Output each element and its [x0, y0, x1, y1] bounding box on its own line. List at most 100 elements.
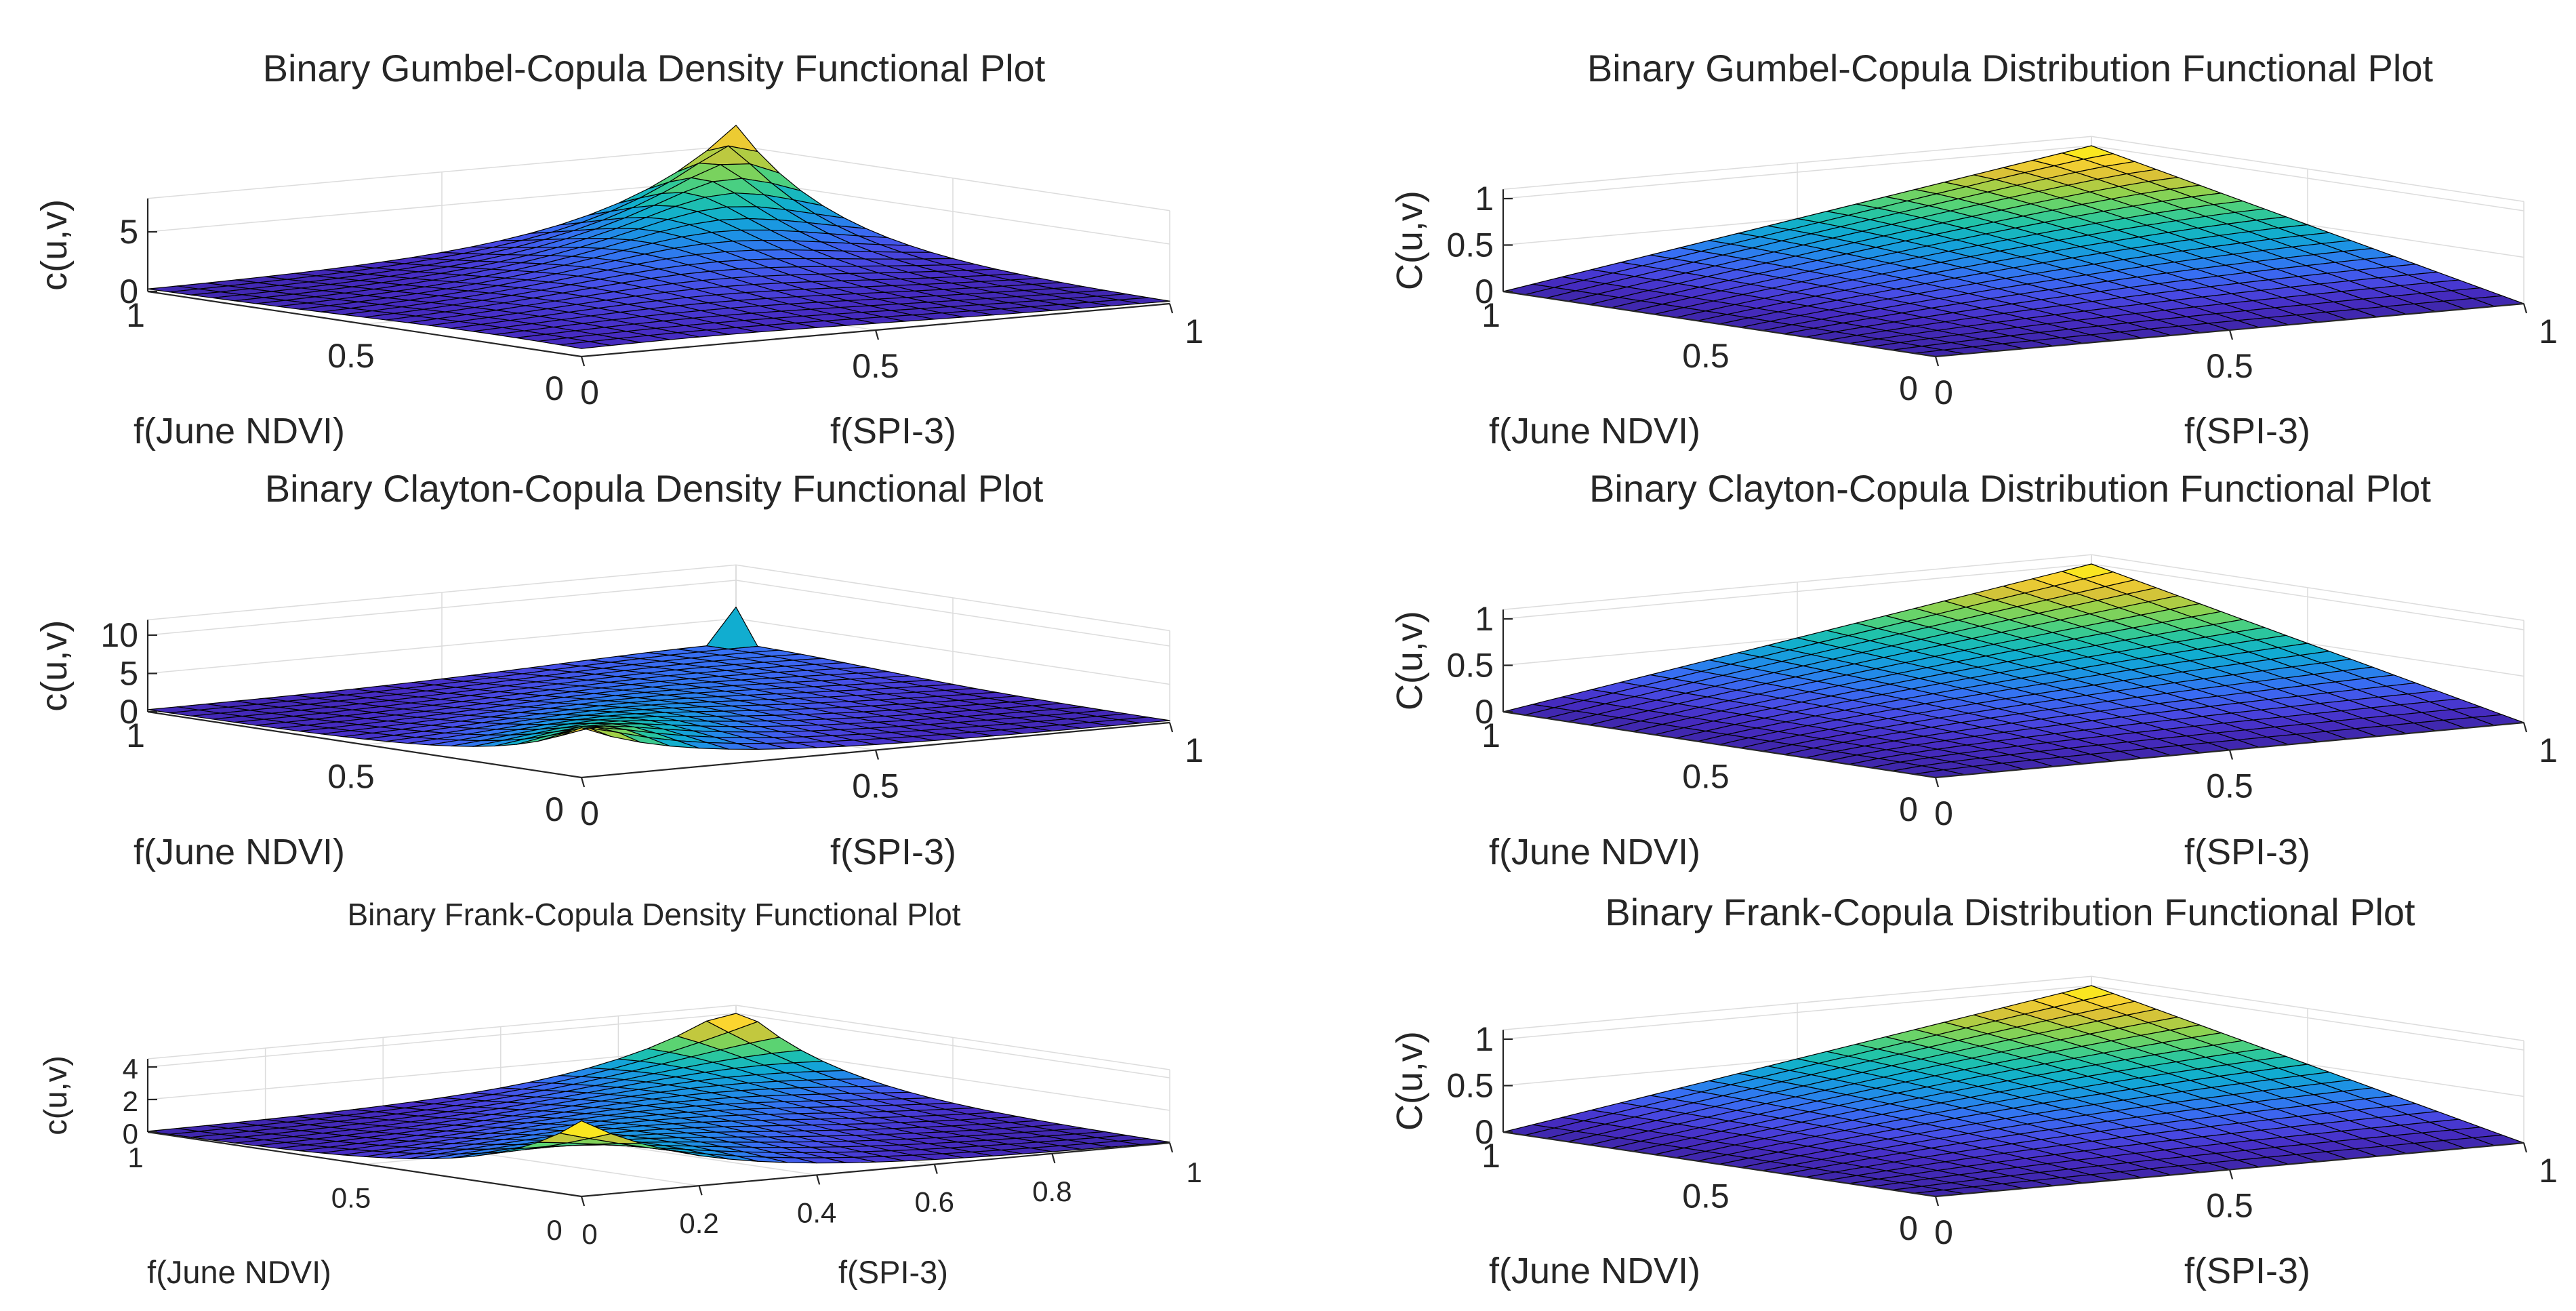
- surface: [1502, 985, 2524, 1197]
- x-tick-mark: [580, 1196, 586, 1207]
- y-axis-label: f(June NDVI): [134, 411, 345, 451]
- z-tick-label: 5: [119, 213, 138, 251]
- x-tick-label: 0: [581, 1218, 597, 1250]
- x-tick-label: 0.5: [852, 767, 899, 805]
- x-axis-label: f(SPI-3): [2184, 832, 2310, 872]
- x-tick-label: 1: [2539, 1152, 2558, 1190]
- y-axis-line: [1502, 290, 1936, 358]
- z-tick-label: 2: [123, 1085, 138, 1117]
- x-tick-mark: [2228, 329, 2234, 340]
- x-axis-label: f(SPI-3): [2184, 411, 2310, 451]
- z-tick-label: 5: [119, 655, 138, 693]
- grid-line: [147, 580, 1170, 647]
- z-tick-label: 4: [123, 1053, 138, 1085]
- surface-facet: [706, 606, 758, 650]
- x-axis-label: f(SPI-3): [830, 832, 956, 872]
- x-tick-mark: [816, 1175, 821, 1185]
- z-axis-label: C(u,v): [1389, 611, 1430, 710]
- surface-facet: [559, 341, 612, 349]
- z-tick-label: 1: [1475, 600, 1494, 638]
- x-tick-label: 0: [1934, 1213, 1953, 1251]
- y-axis-line: [1502, 1131, 1936, 1198]
- x-tick-label: 1: [1185, 312, 1204, 350]
- surface: [147, 606, 1170, 750]
- z-axis-label: c(u,v): [34, 620, 75, 712]
- x-tick-label: 1: [1186, 1156, 1202, 1188]
- axis-lines: [1502, 1030, 2528, 1207]
- chart-title: Binary Clayton-Copula Distribution Funct…: [1589, 467, 2431, 510]
- y-tick-label: 1: [1481, 296, 1500, 334]
- z-tick-label: 1: [1475, 1020, 1494, 1058]
- x-tick-mark: [580, 777, 586, 788]
- z-axis-label: c(u,v): [37, 1055, 73, 1135]
- z-tick-label: 0: [1475, 273, 1494, 310]
- x-tick-mark: [1051, 1153, 1056, 1164]
- y-tick-label: 0: [1899, 1209, 1918, 1247]
- x-tick-label: 0.5: [2206, 1187, 2253, 1225]
- x-tick-mark: [1168, 303, 1174, 314]
- z-tick-label: 0.5: [1446, 226, 1494, 264]
- z-tick-label: 0: [119, 273, 138, 310]
- y-tick-label: 1: [127, 1142, 143, 1173]
- x-tick-label: 1: [1185, 731, 1204, 769]
- y-tick-label: 0.5: [327, 758, 375, 796]
- x-tick-label: 0.8: [1032, 1175, 1071, 1207]
- x-tick-mark: [2522, 722, 2528, 733]
- x-tick-mark: [698, 1185, 703, 1196]
- z-tick-label: 0.5: [1446, 647, 1494, 685]
- x-tick-label: 1: [2539, 312, 2558, 350]
- z-axis-label: c(u,v): [34, 199, 75, 291]
- chart-title: Binary Clayton-Copula Density Functional…: [265, 467, 1044, 510]
- y-tick-label: 0.5: [1682, 1177, 1730, 1215]
- x-tick-mark: [2228, 1169, 2234, 1179]
- axis-lines: [146, 620, 1174, 788]
- z-axis-label: C(u,v): [1389, 190, 1430, 290]
- x-tick-label: 0.5: [2206, 347, 2253, 385]
- x-tick-mark: [874, 329, 880, 340]
- y-tick-label: 0.5: [1682, 758, 1730, 796]
- y-axis-line: [147, 290, 582, 358]
- x-tick-mark: [933, 1164, 938, 1174]
- axis-lines: [1502, 189, 2528, 367]
- y-tick-label: 0: [1899, 790, 1918, 828]
- y-tick-label: 0.5: [1682, 337, 1730, 375]
- x-tick-label: 0.5: [2206, 767, 2253, 805]
- x-tick-label: 0.6: [915, 1186, 954, 1218]
- x-tick-mark: [874, 750, 880, 760]
- x-axis-label: f(SPI-3): [838, 1254, 948, 1290]
- axis-lines: [1502, 609, 2528, 788]
- z-tick-label: 0: [123, 1118, 138, 1150]
- x-tick-label: 0: [580, 794, 599, 832]
- surface: [1502, 145, 2524, 357]
- chart-title: Binary Frank-Copula Distribution Functio…: [1605, 891, 2415, 933]
- x-tick-label: 0.2: [679, 1207, 718, 1239]
- z-tick-label: 0.5: [1446, 1067, 1494, 1105]
- x-tick-mark: [2522, 1142, 2528, 1153]
- x-tick-mark: [1934, 1196, 1940, 1207]
- x-tick-label: 0: [580, 374, 599, 411]
- y-tick-label: 0.5: [331, 1182, 371, 1214]
- y-axis-line: [147, 1131, 582, 1198]
- z-tick-label: 0: [119, 693, 138, 731]
- y-axis-label: f(June NDVI): [147, 1254, 331, 1290]
- x-axis-label: f(SPI-3): [830, 411, 956, 451]
- y-axis-label: f(June NDVI): [1489, 411, 1700, 451]
- y-axis-line: [1502, 710, 1936, 779]
- y-tick-label: 0.5: [327, 337, 375, 375]
- x-tick-mark: [2522, 303, 2528, 314]
- y-tick-label: 1: [1481, 717, 1500, 754]
- chart-title: Binary Frank-Copula Density Functional P…: [347, 897, 960, 932]
- surface-facet: [559, 1120, 612, 1139]
- x-tick-mark: [1934, 356, 1940, 367]
- y-axis-label: f(June NDVI): [1489, 1251, 1700, 1291]
- x-tick-mark: [2228, 750, 2234, 760]
- chart-title: Binary Gumbel-Copula Distribution Functi…: [1587, 47, 2434, 89]
- surface: [147, 1013, 1170, 1164]
- surface-facet: [559, 727, 612, 738]
- y-axis-label: f(June NDVI): [134, 832, 345, 872]
